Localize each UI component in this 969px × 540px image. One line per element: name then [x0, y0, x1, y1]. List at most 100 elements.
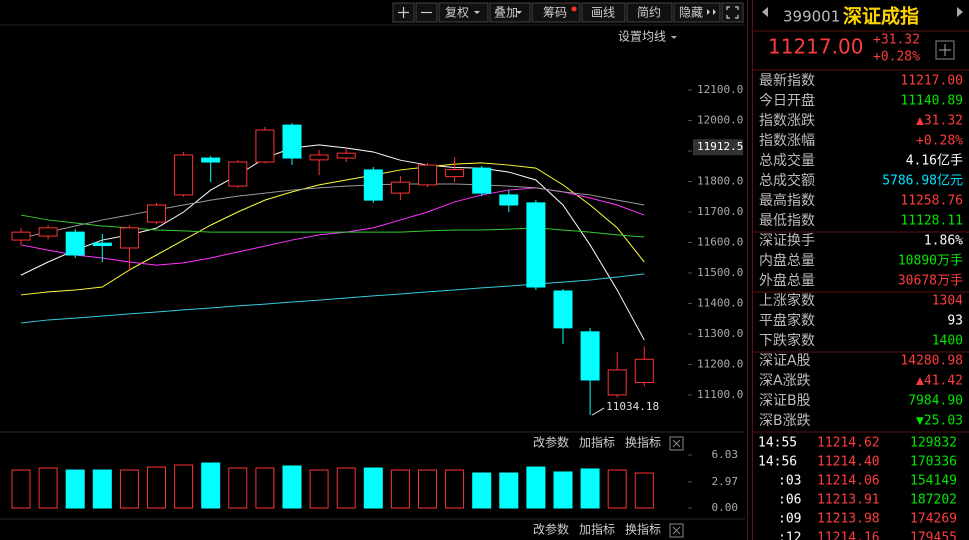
stat-value: 11128.11 [900, 214, 963, 229]
candle-body [526, 202, 546, 288]
toolbar-label: 筹码 [543, 6, 567, 20]
y-tick-label: 11700.0 [697, 205, 743, 218]
stat-value: 11258.76 [900, 194, 963, 209]
volume-bar [526, 466, 546, 509]
tick-price: 11213.98 [817, 512, 880, 527]
toolbar-button[interactable] [489, 2, 531, 23]
candle-body [390, 181, 410, 194]
candle-body [65, 231, 85, 256]
y-tick-label: 12100.0 [697, 83, 743, 96]
volume-bar [65, 469, 85, 509]
toolbar [392, 2, 744, 23]
stock-code: 399001 [783, 8, 840, 26]
last-price: 11217.00 [768, 35, 863, 59]
panel-button[interactable]: 加指标 [579, 522, 615, 537]
stat-value: ▲31.32 [916, 114, 963, 129]
icon [939, 44, 951, 56]
tick-price: 11214.62 [817, 436, 880, 451]
close-button[interactable] [669, 523, 684, 538]
candle-body [228, 161, 248, 187]
panel-button[interactable]: 换指标 [625, 522, 661, 537]
y-tick-label: 12000.0 [697, 114, 743, 127]
volume-bar [38, 467, 58, 509]
y-tick-label: 11400.0 [697, 296, 743, 309]
stat-label: 平盘家数 [759, 312, 815, 329]
y-tick-label: 0.00 [712, 501, 739, 514]
stat-value: 4.16亿手 [906, 154, 963, 169]
tick-time: 14:55 [758, 436, 797, 451]
y-tick-label: 11600.0 [697, 236, 743, 249]
candle-body [147, 204, 166, 223]
stat-label: 最新指数 [759, 73, 815, 89]
price-marker [693, 139, 743, 156]
y-tick-label: 11100.0 [697, 388, 743, 401]
tick-price: 11213.91 [817, 493, 880, 508]
panel-button[interactable]: 改参数 [533, 435, 569, 450]
stat-label: 下跌家数 [759, 332, 815, 349]
candle-body [119, 227, 139, 249]
tick-volume: 187202 [910, 493, 957, 508]
candle-body [472, 167, 492, 194]
toolbar-label: 画线 [591, 6, 615, 20]
candle-body [92, 242, 112, 247]
toolbar-label: 复权 [445, 6, 469, 20]
ma-line [20, 162, 645, 296]
icon [672, 439, 681, 448]
stat-label: 总成交量 [759, 152, 815, 169]
y-tick-label: 6.03 [712, 448, 739, 461]
stat-value: ▲41.42 [916, 374, 963, 389]
tick-time: :06 [778, 493, 801, 508]
tick-volume: 170336 [910, 455, 957, 470]
candle-body [553, 290, 573, 329]
panel-button[interactable]: 换指标 [625, 435, 661, 450]
y-tick-label: 11800.0 [697, 175, 743, 188]
stat-value: 11217.00 [900, 74, 963, 89]
toolbar-icons [398, 6, 739, 19]
tick-volume: 179455 [910, 531, 957, 540]
toolbar-button[interactable] [581, 2, 626, 23]
y-tick-label: 11200.0 [697, 357, 743, 370]
toolbar-label: 隐藏 [679, 6, 703, 20]
panel-button[interactable]: 加指标 [579, 435, 615, 450]
tick-volume: 154149 [910, 474, 957, 489]
stat-label: 深证B股 [759, 393, 811, 409]
stock-name: 深证成指 [843, 5, 919, 28]
volume-bar [92, 469, 112, 509]
stat-label: 总成交额 [759, 172, 815, 189]
candle-body [38, 227, 58, 237]
volume-bar [11, 469, 31, 509]
close-button[interactable] [669, 436, 684, 451]
toolbar-label: 叠加 [494, 6, 518, 20]
fullscreen-button[interactable] [721, 2, 744, 23]
tick-time: :09 [778, 512, 801, 527]
stat-value: +0.28% [916, 134, 963, 149]
stat-value: 5786.98亿元 [882, 174, 963, 189]
toolbar-button[interactable] [438, 2, 489, 23]
candle-body [255, 129, 275, 163]
y-tick-label: 11300.0 [697, 327, 743, 340]
stat-label: 指数涨幅 [759, 133, 815, 149]
candle-body [580, 331, 600, 381]
add-button[interactable] [935, 40, 955, 60]
stat-label: 最高指数 [759, 192, 815, 209]
panel-button[interactable]: 改参数 [533, 522, 569, 537]
volume-bar [255, 467, 275, 509]
volume-bar [418, 469, 437, 509]
stat-value: ▼25.03 [916, 414, 963, 429]
stat-value: 30678万手 [898, 274, 963, 289]
ma-setting[interactable]: 设置均线 [618, 30, 666, 44]
volume-bar [309, 469, 329, 509]
candle-body [445, 169, 465, 178]
toolbar-button[interactable] [531, 2, 581, 23]
toolbar-button[interactable] [673, 2, 721, 23]
icon [672, 526, 681, 535]
stat-value: 1.86% [924, 234, 963, 249]
stat-label: 今日开盘 [759, 92, 815, 109]
toolbar-button[interactable] [626, 2, 673, 23]
candle-body [174, 154, 194, 196]
stat-value: 1400 [932, 334, 963, 349]
volume-bar [390, 469, 410, 509]
change-pct: +0.28% [873, 50, 920, 65]
